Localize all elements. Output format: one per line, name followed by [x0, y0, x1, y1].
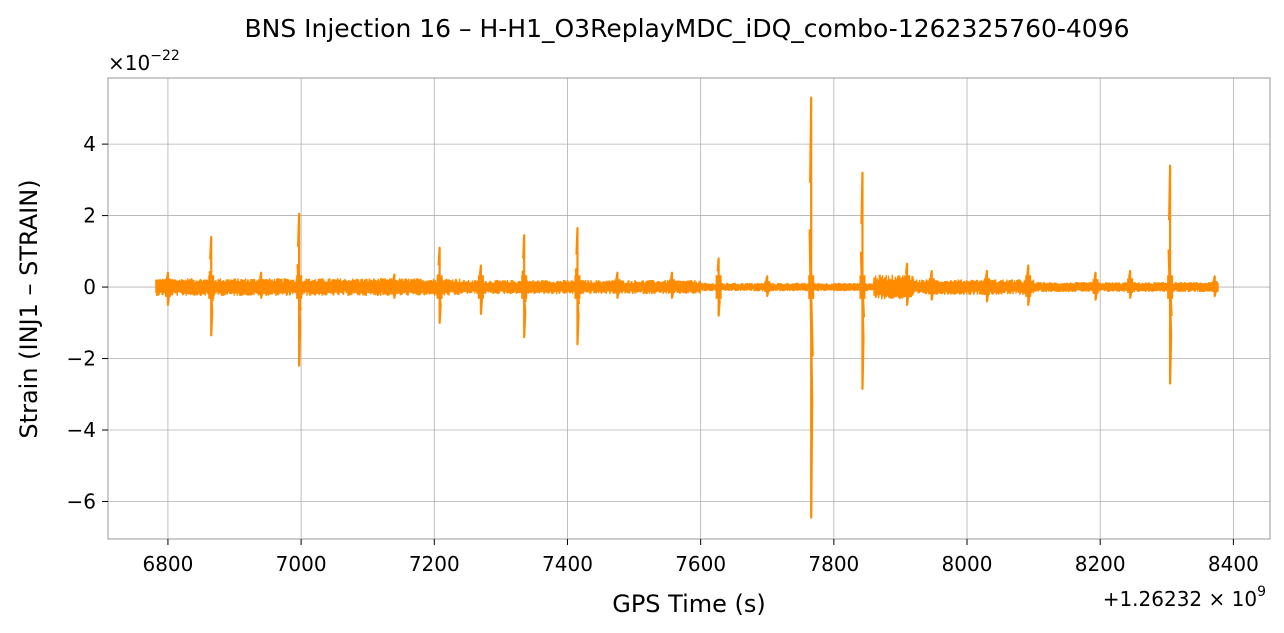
glitch-spike [574, 226, 581, 346]
glitch-envelope [764, 281, 771, 292]
x-offset-exponent: 9 [1257, 584, 1266, 600]
x-tick-label: 8000 [942, 552, 993, 576]
chart-title: BNS Injection 16 – H-H1_O3ReplayMDC_iDQ_… [244, 14, 1129, 43]
glitch-envelope [296, 275, 303, 299]
y-tick-label: −6 [67, 489, 96, 513]
y-tick-label: 4 [83, 132, 96, 156]
x-axis: 6800 7000 7200 7400 7600 7800 8000 8200 8400 [142, 539, 1259, 576]
y-tick-label: −4 [67, 418, 96, 442]
glitch-envelope [258, 279, 265, 293]
glitch-envelope [669, 279, 676, 293]
y-scale-label: ×10−22 [108, 48, 180, 75]
glitch-envelope [1092, 279, 1099, 294]
glitch-envelope [477, 275, 484, 299]
series-group [155, 96, 1219, 519]
y-scale-text: ×10 [108, 51, 150, 75]
glitch-envelope [1211, 281, 1218, 292]
x-tick-label: 7000 [276, 552, 327, 576]
x-tick-label: 8400 [1208, 552, 1259, 576]
glitch-envelope [208, 275, 215, 299]
y-tick-label: 2 [83, 204, 96, 228]
x-tick-label: 6800 [142, 552, 193, 576]
svg-text:+1.26232 × 109: +1.26232 × 109 [1103, 584, 1266, 611]
x-tick-label: 7400 [542, 552, 593, 576]
glitch-envelope [614, 279, 621, 293]
glitch-envelope [983, 278, 990, 295]
glitch-envelope [436, 275, 443, 299]
glitch-envelope [1025, 275, 1032, 297]
y-scale-exponent: −22 [150, 48, 180, 64]
y-axis: −6 −4 −2 0 2 4 [67, 132, 108, 513]
x-tick-label: 7600 [675, 552, 726, 576]
glitch-envelope [928, 278, 935, 294]
plot-area [155, 96, 1219, 519]
svg-text:×10−22: ×10−22 [108, 48, 180, 75]
x-tick-label: 7200 [409, 552, 460, 576]
glitch-envelope [1167, 275, 1174, 299]
glitch-envelope [859, 275, 866, 299]
glitch-spike [1167, 164, 1173, 385]
y-tick-label: −2 [67, 347, 96, 371]
glitch-spike [859, 171, 866, 391]
glitch-envelope [715, 275, 722, 299]
y-axis-label: Strain (INJ1 – STRAIN) [15, 179, 43, 438]
glitch-envelope [904, 275, 911, 297]
glitch-envelope [1127, 278, 1134, 293]
y-tick-label: 0 [83, 275, 96, 299]
glitch-envelope [391, 280, 398, 293]
x-axis-label: GPS Time (s) [612, 590, 766, 618]
x-tick-label: 8200 [1075, 552, 1126, 576]
x-tick-label: 7800 [808, 552, 859, 576]
glitch-envelope [808, 275, 815, 299]
grid [108, 78, 1270, 539]
glitch-envelope [164, 279, 171, 297]
x-offset-label: +1.26232 × 109 [1103, 584, 1266, 611]
glitch-envelope [574, 275, 581, 299]
plot-frame [107, 77, 1271, 540]
glitch-spike [808, 96, 814, 519]
glitch-envelope [521, 275, 528, 299]
series-line-noise [155, 274, 1219, 300]
glitch-spike [296, 212, 302, 367]
x-offset-text: +1.26232 × 10 [1103, 587, 1257, 611]
